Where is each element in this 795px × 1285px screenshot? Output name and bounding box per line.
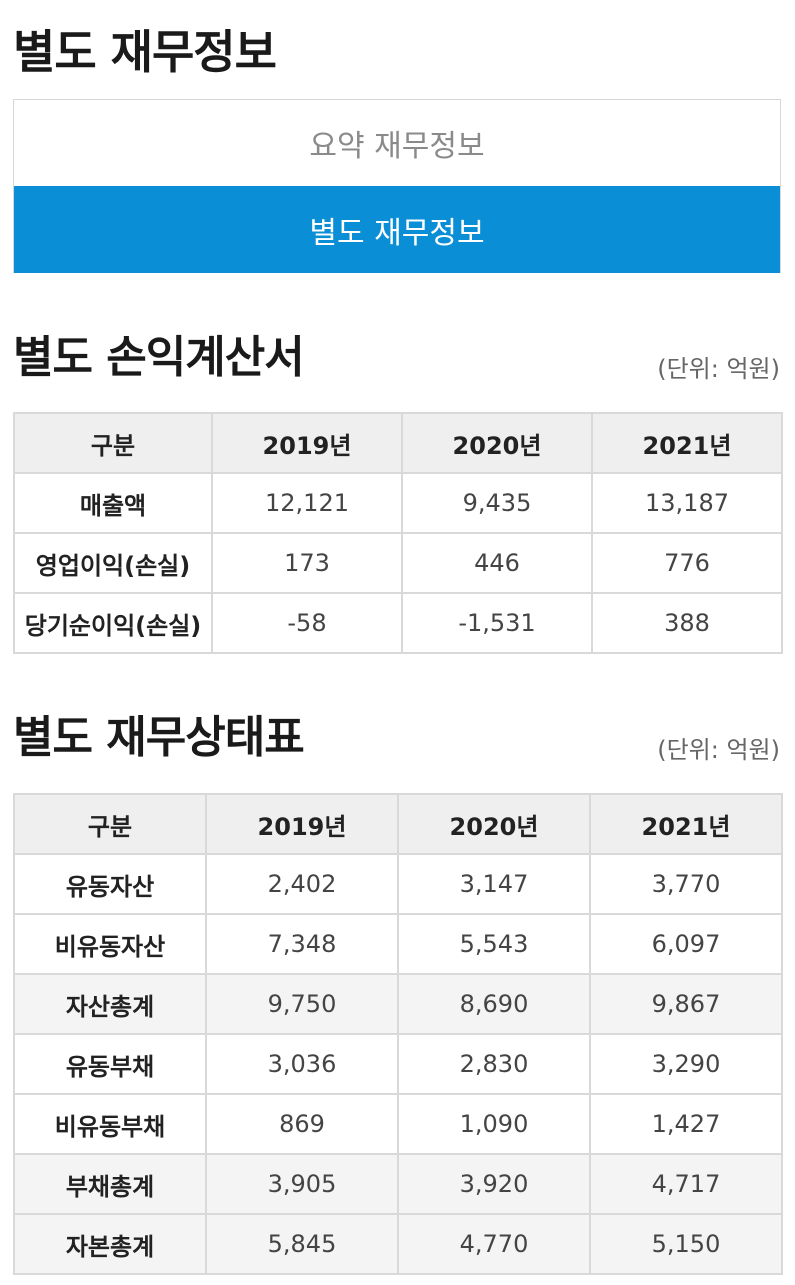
table-row: 비유동자산 7,348 5,543 6,097 (13, 913, 783, 975)
table-cell: 4,770 (397, 1213, 591, 1275)
row-label: 부채총계 (13, 1153, 207, 1215)
table-row: 유동부채 3,036 2,830 3,290 (13, 1033, 783, 1095)
table-cell: 4,717 (589, 1153, 783, 1215)
table-cell: 7,348 (205, 913, 399, 975)
table-row: 유동자산 2,402 3,147 3,770 (13, 853, 783, 915)
table-cell: 776 (591, 532, 783, 594)
table-cell: 5,543 (397, 913, 591, 975)
row-label: 영업이익(손실) (13, 532, 213, 594)
income-statement-unit: (단위: 억원) (657, 355, 780, 383)
table-cell: 1,427 (589, 1093, 783, 1155)
table-cell: 12,121 (211, 472, 403, 534)
table-cell: 5,150 (589, 1213, 783, 1275)
table-row: 비유동부채 869 1,090 1,427 (13, 1093, 783, 1155)
column-header: 2019년 (211, 412, 403, 474)
table-cell: 3,036 (205, 1033, 399, 1095)
column-header: 2020년 (397, 793, 591, 855)
table-cell: -1,531 (401, 592, 593, 654)
table-row: 자산총계 9,750 8,690 9,867 (13, 973, 783, 1035)
table-row: 부채총계 3,905 3,920 4,717 (13, 1153, 783, 1215)
tab-bar: 요약 재무정보 별도 재무정보 (13, 99, 781, 273)
balance-sheet-unit: (단위: 억원) (657, 736, 780, 764)
row-label: 자본총계 (13, 1213, 207, 1275)
table-cell: -58 (211, 592, 403, 654)
balance-sheet-table: 구분 2019년 2020년 2021년 유동자산 2,402 3,147 3,… (13, 793, 783, 1275)
column-header: 2020년 (401, 412, 593, 474)
table-cell: 388 (591, 592, 783, 654)
table-header-row: 구분 2019년 2020년 2021년 (13, 793, 783, 855)
table-cell: 9,435 (401, 472, 593, 534)
table-row: 자본총계 5,845 4,770 5,150 (13, 1213, 783, 1275)
income-statement-table: 구분 2019년 2020년 2021년 매출액 12,121 9,435 13… (13, 412, 783, 654)
table-cell: 9,867 (589, 973, 783, 1035)
income-statement-title: 별도 손익계산서 (13, 332, 305, 383)
table-cell: 3,770 (589, 853, 783, 915)
table-cell: 6,097 (589, 913, 783, 975)
column-header: 2021년 (591, 412, 783, 474)
table-cell: 13,187 (591, 472, 783, 534)
tab-separate-financials[interactable]: 별도 재무정보 (14, 186, 780, 273)
table-header-row: 구분 2019년 2020년 2021년 (13, 412, 783, 474)
row-label: 자산총계 (13, 973, 207, 1035)
table-cell: 3,920 (397, 1153, 591, 1215)
table-cell: 9,750 (205, 973, 399, 1035)
tab-summary-financials[interactable]: 요약 재무정보 (14, 100, 780, 186)
row-label: 매출액 (13, 472, 213, 534)
table-row: 매출액 12,121 9,435 13,187 (13, 472, 783, 534)
balance-sheet-title: 별도 재무상태표 (13, 712, 305, 763)
row-label: 유동부채 (13, 1033, 207, 1095)
table-cell: 5,845 (205, 1213, 399, 1275)
column-header: 2021년 (589, 793, 783, 855)
table-row: 영업이익(손실) 173 446 776 (13, 532, 783, 594)
table-cell: 173 (211, 532, 403, 594)
column-header: 구분 (13, 793, 207, 855)
table-cell: 3,905 (205, 1153, 399, 1215)
column-header: 2019년 (205, 793, 399, 855)
row-label: 비유동자산 (13, 913, 207, 975)
row-label: 당기순이익(손실) (13, 592, 213, 654)
table-cell: 3,147 (397, 853, 591, 915)
row-label: 비유동부채 (13, 1093, 207, 1155)
row-label: 유동자산 (13, 853, 207, 915)
table-cell: 8,690 (397, 973, 591, 1035)
table-cell: 446 (401, 532, 593, 594)
table-cell: 3,290 (589, 1033, 783, 1095)
table-cell: 2,830 (397, 1033, 591, 1095)
table-cell: 2,402 (205, 853, 399, 915)
column-header: 구분 (13, 412, 213, 474)
table-row: 당기순이익(손실) -58 -1,531 388 (13, 592, 783, 654)
table-cell: 1,090 (397, 1093, 591, 1155)
page-title: 별도 재무정보 (13, 25, 277, 79)
table-cell: 869 (205, 1093, 399, 1155)
